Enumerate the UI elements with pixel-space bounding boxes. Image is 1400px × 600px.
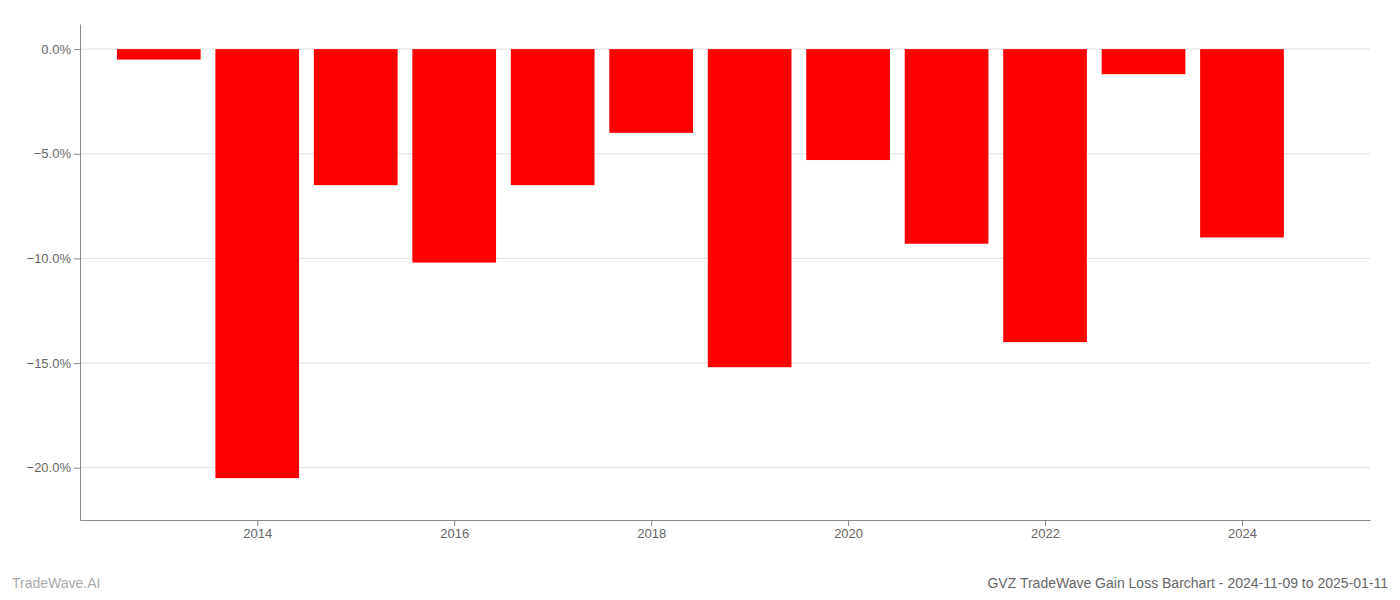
x-tick: 2022: [1031, 520, 1060, 541]
y-tick: −15.0%: [27, 356, 80, 371]
y-tick-mark: [74, 258, 80, 259]
title: GVZ TradeWave Gain Loss Barchart - 2024-…: [987, 575, 1388, 591]
y-tick-mark: [74, 154, 80, 155]
bar: [708, 49, 792, 367]
x-tick-mark: [651, 520, 652, 526]
y-axis: 0.0% −5.0% −10.0% −15.0% −20.0%: [27, 25, 81, 521]
y-tick: −10.0%: [27, 251, 80, 266]
plot-area: 0.0%−5.0%−10.0%−15.0%−20.0%2014201620182…: [27, 25, 1371, 542]
x-tick-mark: [257, 520, 258, 526]
y-tick-mark: [74, 49, 80, 50]
bar: [117, 49, 201, 59]
x-axis: 2014 2016 2018 2020 2022 2024: [81, 520, 1371, 541]
y-tick: −20.0%: [27, 460, 80, 475]
x-tick-label: 2018: [637, 526, 666, 541]
x-tick-label: 2014: [243, 526, 272, 541]
x-tick-mark: [848, 520, 849, 526]
x-tick: 2014: [243, 520, 272, 541]
x-tick-label: 2022: [1031, 526, 1060, 541]
bar: [314, 49, 398, 185]
x-tick-label: 2020: [834, 526, 863, 541]
x-tick-label: 2016: [440, 526, 469, 541]
y-tick-label: 0.0%: [41, 42, 71, 57]
bar: [215, 49, 299, 478]
x-tick: 2016: [440, 520, 469, 541]
y-tick: 0.0%: [41, 42, 80, 57]
y-tick-mark: [74, 468, 80, 469]
x-tick: 2024: [1228, 520, 1257, 541]
x-tick-mark: [1045, 520, 1046, 526]
x-tick-label: 2024: [1228, 526, 1257, 541]
x-tick: 2018: [637, 520, 666, 541]
bar: [412, 49, 496, 262]
y-tick-label: −5.0%: [34, 146, 72, 161]
bar: [1003, 49, 1087, 342]
chart: 0.0%−5.0%−10.0%−15.0%−20.0%2014201620182…: [0, 0, 1400, 600]
x-tick-mark: [1242, 520, 1243, 526]
bar: [511, 49, 595, 185]
bar: [905, 49, 989, 244]
x-axis-line: [81, 520, 1371, 521]
bars: [117, 49, 1284, 478]
y-tick-label: −15.0%: [27, 356, 72, 371]
y-tick: −5.0%: [34, 146, 80, 161]
watermark: TradeWave.AI: [12, 575, 100, 591]
bar: [609, 49, 693, 133]
bar: [806, 49, 890, 160]
y-axis-line: [80, 25, 81, 521]
bar: [1102, 49, 1186, 74]
x-tick: 2020: [834, 520, 863, 541]
bar: [1200, 49, 1284, 237]
x-tick-mark: [454, 520, 455, 526]
y-tick-mark: [74, 363, 80, 364]
y-tick-label: −10.0%: [27, 251, 72, 266]
y-tick-label: −20.0%: [27, 460, 72, 475]
